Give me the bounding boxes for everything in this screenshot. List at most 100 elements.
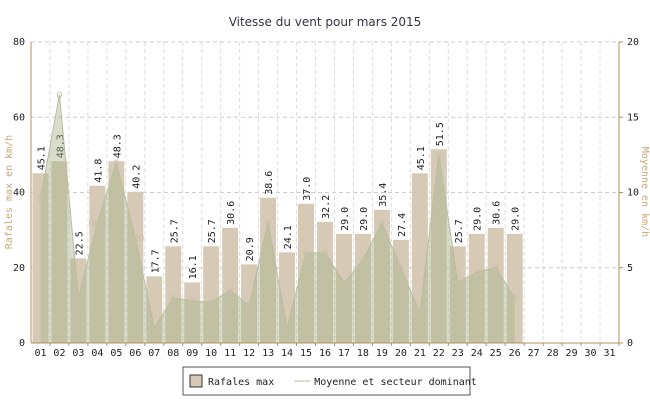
bar-value-label: 29.0 xyxy=(511,207,522,231)
x-tick-label: 04 xyxy=(91,348,103,359)
y-tick-label: 0 xyxy=(19,338,25,349)
x-tick-label: 19 xyxy=(376,348,388,359)
bar xyxy=(127,191,144,343)
point-label: O xyxy=(189,297,195,308)
bar xyxy=(108,161,125,343)
bar-value-label: 40.2 xyxy=(131,165,142,189)
point-label: O xyxy=(246,301,252,312)
bar-value-label: 25.7 xyxy=(454,219,465,243)
point-label: O xyxy=(341,279,347,290)
x-tick-label: 16 xyxy=(319,348,331,359)
bar-value-label: 30.6 xyxy=(226,201,237,225)
y-tick-label: 20 xyxy=(13,263,25,274)
point-label: O xyxy=(417,309,423,320)
point-label: ONO xyxy=(126,234,144,245)
line xyxy=(39,94,516,330)
bar-value-label: 32.2 xyxy=(321,195,332,219)
x-tick-label: 05 xyxy=(110,348,122,359)
bar-value-label: 27.4 xyxy=(397,213,408,237)
bar xyxy=(70,258,87,343)
bar xyxy=(89,185,106,343)
x-tick-label: 17 xyxy=(338,348,350,359)
bar-value-label: 29.0 xyxy=(359,207,370,231)
y-axis-label: Rafales max en km/h xyxy=(4,135,15,249)
point-label: O xyxy=(398,264,404,275)
point-label: O xyxy=(512,294,518,305)
x-tick-label: 25 xyxy=(490,348,502,359)
legend-box xyxy=(182,366,471,396)
point-label: O xyxy=(56,91,62,102)
bar xyxy=(335,233,352,343)
point-label: O xyxy=(379,219,385,230)
x-tick-label: 08 xyxy=(167,348,179,359)
x-tick-label: 29 xyxy=(566,348,578,359)
point-label: O xyxy=(303,249,309,260)
x-tick-label: 27 xyxy=(528,348,540,359)
x-tick-label: 02 xyxy=(53,348,65,359)
bar xyxy=(449,246,466,343)
bar xyxy=(411,173,428,343)
bar-value-label: 30.6 xyxy=(492,201,503,225)
y-tick-label: 60 xyxy=(13,112,25,123)
x-tick-label: 12 xyxy=(243,348,255,359)
bar-value-label: 29.0 xyxy=(473,207,484,231)
y-tick-label: 40 xyxy=(13,188,25,199)
y2-tick-label: 20 xyxy=(627,37,639,48)
y2-axis-label: Moyenne en km/h xyxy=(639,147,650,237)
bar-value-label: 29.0 xyxy=(340,207,351,231)
bar-value-label: 38.6 xyxy=(264,171,275,195)
bar xyxy=(222,227,239,343)
x-tick-label: 14 xyxy=(281,348,293,359)
bar-value-label: 37.0 xyxy=(302,177,313,201)
x-tick-label: 13 xyxy=(262,348,274,359)
bar xyxy=(354,233,371,343)
bar xyxy=(373,209,390,343)
point-label: O xyxy=(208,298,214,309)
y2-tick-label: 15 xyxy=(627,112,639,123)
x-tick-label: 22 xyxy=(433,348,445,359)
x-tick-label: 10 xyxy=(205,348,217,359)
point-label: O xyxy=(284,324,290,335)
legend-swatch xyxy=(189,374,203,388)
point-label: O xyxy=(227,286,233,297)
point-label: O xyxy=(265,219,271,230)
point-label: ONO xyxy=(145,324,163,335)
bar-value-label: 16.1 xyxy=(188,255,199,279)
bar-value-label: 24.1 xyxy=(283,225,294,249)
y2-tick-label: 5 xyxy=(627,263,633,274)
y2-tick-label: 10 xyxy=(627,188,639,199)
bar xyxy=(203,246,220,343)
bar-value-label: 48.3 xyxy=(112,134,123,158)
bar-value-label: 45.1 xyxy=(36,146,47,170)
x-tick-label: 24 xyxy=(471,348,483,359)
bar-value-label: 25.7 xyxy=(207,219,218,243)
point-label: O xyxy=(493,264,499,275)
area-fill xyxy=(40,94,515,343)
x-tick-label: 09 xyxy=(186,348,198,359)
bar xyxy=(184,282,201,343)
x-tick-label: 03 xyxy=(72,348,84,359)
point-label: O xyxy=(113,158,119,169)
bar-value-label: 22.5 xyxy=(74,231,85,255)
bar-value-label: 25.7 xyxy=(169,219,180,243)
bar xyxy=(51,161,68,343)
x-tick-label: 26 xyxy=(509,348,521,359)
bar xyxy=(506,233,523,343)
bar-value-label: 17.7 xyxy=(150,249,161,273)
bar-value-label: 45.1 xyxy=(416,146,427,170)
x-tick-label: 01 xyxy=(34,348,46,359)
x-tick-label: 18 xyxy=(357,348,369,359)
x-tick-label: 30 xyxy=(585,348,597,359)
bar-value-label: 41.8 xyxy=(93,159,104,183)
bar-value-label: 20.9 xyxy=(245,237,256,261)
bar-value-label: 51.5 xyxy=(435,122,446,146)
y-tick-label: 80 xyxy=(13,37,25,48)
legend-label: Moyenne et secteur dominant xyxy=(314,377,477,388)
point-label: O xyxy=(170,294,176,305)
point-label: O xyxy=(455,279,461,290)
point-label: O xyxy=(474,268,480,279)
x-tick-label: 31 xyxy=(603,348,615,359)
x-tick-label: 20 xyxy=(395,348,407,359)
point-label: O xyxy=(322,249,328,260)
